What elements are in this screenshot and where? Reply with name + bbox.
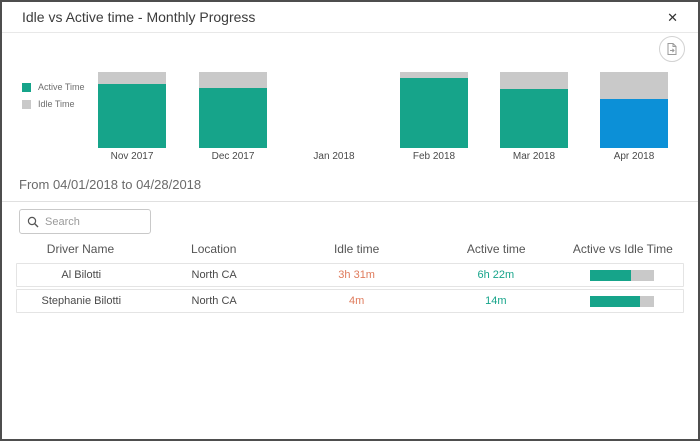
idle-segment — [500, 72, 568, 89]
table-row[interactable]: Stephanie Bilotti North CA 4m 14m — [16, 289, 684, 313]
driver-name-cell: Stephanie Bilotti — [41, 295, 122, 307]
idle-time-cell: 3h 31m — [338, 269, 375, 281]
category-label: Feb 2018 — [412, 151, 456, 162]
export-report-icon — [665, 42, 679, 56]
legend-label: Idle Time — [38, 99, 75, 109]
active-segment — [98, 84, 166, 148]
search-input[interactable] — [45, 215, 143, 228]
search-icon — [27, 216, 39, 228]
active-segment — [400, 78, 468, 148]
column-header-active-vs-idle: Active vs Idle Time — [572, 242, 673, 256]
category-label: Mar 2018 — [512, 151, 556, 162]
legend-item-active-time[interactable]: Active Time — [22, 82, 85, 92]
progress-fill — [590, 269, 631, 281]
category-label: Dec 2017 — [211, 151, 255, 162]
column-header-active-time: Active time — [466, 242, 526, 256]
bar-feb-2018[interactable] — [400, 72, 468, 148]
active-segment — [199, 87, 267, 148]
ratio-cell — [561, 295, 683, 307]
bar-jan-2018-empty[interactable] — [300, 72, 368, 148]
export-report-button[interactable] — [659, 36, 685, 62]
category-label: Apr 2018 — [613, 151, 655, 162]
category-label: Jan 2018 — [313, 151, 355, 162]
chart-legend: Active Time Idle Time — [22, 82, 85, 116]
progress-fill — [590, 295, 640, 307]
idle-segment — [98, 72, 166, 85]
idle-time-swatch — [22, 99, 31, 109]
idle-segment — [400, 72, 468, 79]
ratio-cell — [561, 269, 683, 281]
active-segment — [500, 88, 568, 148]
dialog-header: Idle vs Active time - Monthly Progress ✕ — [2, 2, 698, 33]
location-cell: North CA — [191, 295, 237, 307]
column-header-idle-time: Idle time — [333, 242, 380, 256]
table-header: Driver Name Location Idle time Active ti… — [16, 242, 684, 256]
idle-segment — [600, 72, 668, 100]
driver-name-cell: Al Bilotti — [61, 269, 102, 281]
bar-dec-2017[interactable] — [199, 72, 267, 148]
search-box — [19, 209, 151, 234]
active-time-swatch — [22, 82, 31, 92]
active-idle-progress-bar — [590, 295, 655, 307]
column-header-location: Location — [191, 242, 237, 256]
monthly-bar-chart: Active Time Idle Time — [2, 34, 698, 172]
bar-mar-2018[interactable] — [500, 72, 568, 148]
column-header-driver-name: Driver Name — [46, 242, 115, 256]
table-row[interactable]: Al Bilotti North CA 3h 31m 6h 22m — [16, 263, 684, 287]
category-label: Nov 2017 — [110, 151, 154, 162]
dialog-title: Idle vs Active time - Monthly Progress — [22, 9, 256, 25]
close-icon[interactable]: ✕ — [663, 7, 682, 28]
idle-segment — [199, 72, 267, 88]
period-heading: From 04/01/2018 to 04/28/2018 — [19, 177, 202, 192]
active-time-cell: 14m — [485, 295, 507, 307]
active-segment-selected — [600, 99, 668, 148]
legend-item-idle-time[interactable]: Idle Time — [22, 99, 85, 109]
active-idle-progress-bar — [590, 269, 655, 281]
section-divider — [2, 201, 698, 202]
location-cell: North CA — [191, 269, 237, 281]
active-time-cell: 6h 22m — [477, 269, 515, 281]
idle-time-cell: 4m — [349, 295, 365, 307]
bar-apr-2018-selected[interactable] — [600, 72, 668, 148]
legend-label: Active Time — [38, 82, 85, 92]
bar-nov-2017[interactable] — [98, 72, 166, 148]
